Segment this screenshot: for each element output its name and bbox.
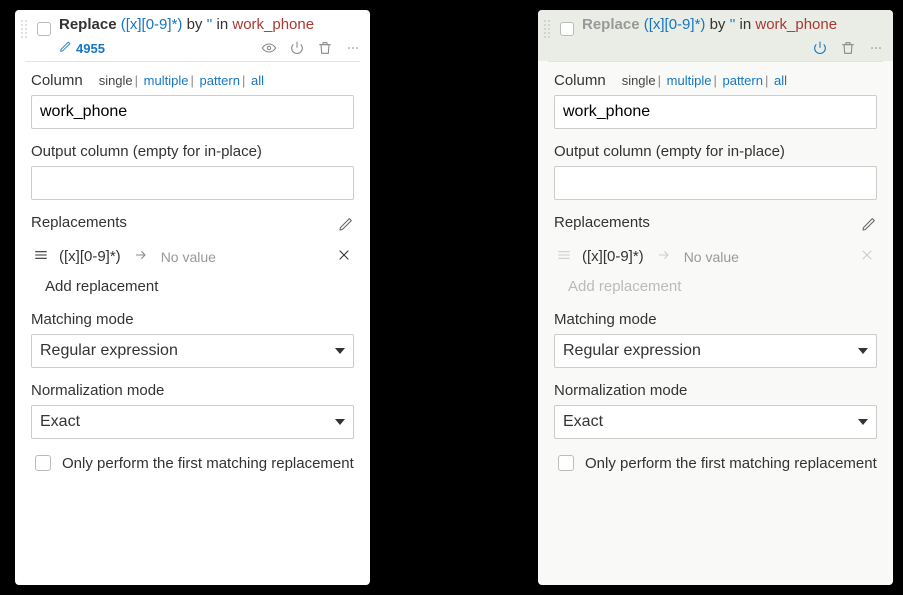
column-label: Column (554, 72, 606, 89)
power-icon[interactable] (288, 39, 306, 57)
power-icon[interactable] (811, 39, 829, 57)
tab-pattern[interactable]: pattern (199, 73, 239, 88)
eye-icon[interactable] (260, 39, 278, 57)
panel-header: Replace ([x][0-9]*) by '' in work_phone … (15, 10, 370, 61)
edit-step-id: 4955 (76, 41, 105, 56)
matching-mode-label: Matching mode (31, 311, 354, 328)
replacements-label: Replacements (554, 214, 650, 231)
select-step-checkbox[interactable] (37, 22, 51, 36)
column-input[interactable] (554, 95, 877, 129)
chevron-down-icon (858, 348, 868, 354)
first-match-only-option[interactable]: Only perform the first matching replacem… (554, 453, 877, 474)
column-input[interactable] (31, 95, 354, 129)
output-column-input[interactable] (554, 166, 877, 200)
matching-mode-select[interactable]: Regular expression (31, 334, 354, 368)
pencil-icon (59, 40, 72, 56)
output-column-label: Output column (empty for in-place) (31, 143, 354, 160)
step-title: Replace ([x][0-9]*) by '' in work_phone (582, 16, 885, 33)
matching-mode-value: Regular expression (40, 342, 178, 360)
more-icon[interactable] (867, 39, 885, 57)
arrow-right-icon (133, 247, 149, 266)
replacement-value[interactable]: No value (161, 249, 324, 265)
output-column-input[interactable] (31, 166, 354, 200)
replacement-value[interactable]: No value (684, 249, 847, 265)
tab-all[interactable]: all (251, 73, 264, 88)
replacement-row: ([x][0-9]*) No value (554, 237, 877, 276)
header-toolbar (811, 39, 885, 57)
chevron-down-icon (335, 348, 345, 354)
step-title: Replace ([x][0-9]*) by '' in work_phone (59, 16, 362, 33)
replacement-row: ([x][0-9]*) No value (31, 237, 354, 276)
delete-replacement-icon[interactable] (859, 247, 875, 266)
trash-icon[interactable] (839, 39, 857, 57)
recipe-step-panel: Replace ([x][0-9]*) by '' in work_phone … (15, 10, 370, 585)
first-match-only-label: Only perform the first matching replacem… (62, 453, 354, 474)
edit-step-link[interactable]: 4955 (59, 40, 105, 56)
drag-handle-icon[interactable] (544, 20, 554, 42)
reorder-icon[interactable] (33, 247, 47, 266)
matching-mode-select[interactable]: Regular expression (554, 334, 877, 368)
matching-mode-label: Matching mode (554, 311, 877, 328)
trash-icon[interactable] (316, 39, 334, 57)
normalization-mode-value: Exact (40, 413, 80, 431)
output-column-label: Output column (empty for in-place) (554, 143, 877, 160)
first-match-only-label: Only perform the first matching replacem… (585, 453, 877, 474)
recipe-step-panel: Replace ([x][0-9]*) by '' in work_phone (538, 10, 893, 585)
first-match-only-option[interactable]: Only perform the first matching replacem… (31, 453, 354, 474)
normalization-mode-select[interactable]: Exact (554, 405, 877, 439)
drag-handle-icon[interactable] (21, 20, 31, 42)
tab-multiple[interactable]: multiple (144, 73, 189, 88)
matching-mode-value: Regular expression (563, 342, 701, 360)
reorder-icon[interactable] (556, 247, 570, 266)
panel-header: Replace ([x][0-9]*) by '' in work_phone (538, 10, 893, 61)
replacements-label: Replacements (31, 214, 127, 231)
replacement-pattern[interactable]: ([x][0-9]*) (582, 248, 644, 265)
replacement-pattern[interactable]: ([x][0-9]*) (59, 248, 121, 265)
tab-single[interactable]: single (622, 73, 656, 88)
column-mode-tabs: single| multiple| pattern| all (622, 73, 787, 88)
edit-replacements-icon[interactable] (861, 216, 877, 235)
normalization-mode-select[interactable]: Exact (31, 405, 354, 439)
tab-all[interactable]: all (774, 73, 787, 88)
tab-multiple[interactable]: multiple (667, 73, 712, 88)
more-icon[interactable] (344, 39, 362, 57)
header-toolbar (260, 39, 362, 57)
normalization-mode-label: Normalization mode (554, 382, 877, 399)
arrow-right-icon (656, 247, 672, 266)
edit-replacements-icon[interactable] (338, 216, 354, 235)
tab-pattern[interactable]: pattern (722, 73, 762, 88)
chevron-down-icon (858, 419, 868, 425)
chevron-down-icon (335, 419, 345, 425)
add-replacement-button[interactable]: Add replacement (31, 276, 354, 297)
select-step-checkbox[interactable] (560, 22, 574, 36)
column-mode-tabs: single| multiple| pattern| all (99, 73, 264, 88)
tab-single[interactable]: single (99, 73, 133, 88)
first-match-only-checkbox[interactable] (35, 455, 51, 471)
first-match-only-checkbox[interactable] (558, 455, 574, 471)
add-replacement-button[interactable]: Add replacement (554, 276, 877, 297)
delete-replacement-icon[interactable] (336, 247, 352, 266)
normalization-mode-label: Normalization mode (31, 382, 354, 399)
column-label: Column (31, 72, 83, 89)
normalization-mode-value: Exact (563, 413, 603, 431)
